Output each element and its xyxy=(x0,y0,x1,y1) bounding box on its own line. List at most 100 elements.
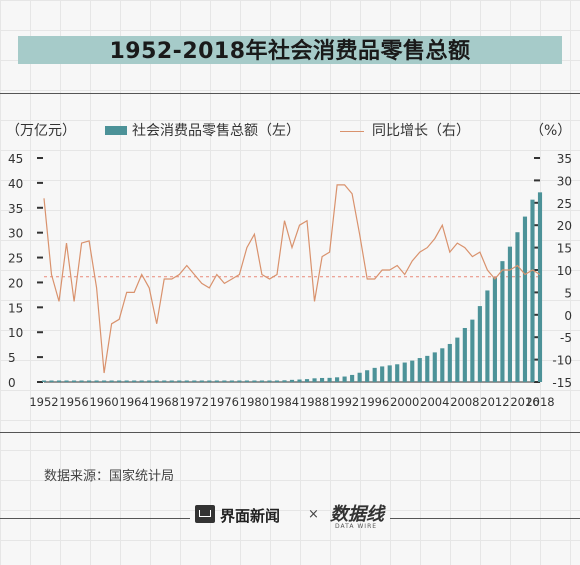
bar xyxy=(462,327,467,382)
x-tick-label: 1972 xyxy=(180,395,209,409)
left-tick-mark xyxy=(37,331,43,334)
bar xyxy=(229,380,234,382)
bar xyxy=(417,358,422,382)
bar xyxy=(244,380,249,382)
footer-rule-left xyxy=(0,518,190,519)
right-tick-label: 0 xyxy=(564,309,572,323)
right-tick-label: 10 xyxy=(557,264,572,278)
x-tick-label: 1960 xyxy=(89,395,118,409)
bar xyxy=(440,348,445,382)
right-tick-label: 35 xyxy=(557,152,572,166)
bar xyxy=(350,374,355,382)
bar xyxy=(49,380,54,382)
right-axis-unit: （%） xyxy=(530,123,572,139)
x-tick-label: 1984 xyxy=(270,395,299,409)
bar xyxy=(71,380,77,382)
bar xyxy=(372,367,377,382)
x-tick-label: 2008 xyxy=(450,395,479,409)
left-tick-mark xyxy=(37,181,43,184)
left-tick-label: 20 xyxy=(8,276,23,290)
right-tick-mark xyxy=(534,291,540,294)
bar xyxy=(41,380,47,382)
right-tick-mark xyxy=(534,179,540,182)
left-tick-label: 25 xyxy=(8,252,23,266)
left-tick-label: 0 xyxy=(8,376,16,390)
bar xyxy=(267,380,272,382)
left-tick-mark xyxy=(37,356,43,359)
bar xyxy=(477,306,482,382)
left-tick-label: 5 xyxy=(8,351,16,365)
x-tick-label: 1992 xyxy=(330,395,359,409)
x-tick-label: 1964 xyxy=(120,395,149,409)
bar xyxy=(207,380,212,382)
bar xyxy=(500,261,505,382)
left-tick-mark xyxy=(37,306,43,309)
bar xyxy=(237,380,242,382)
bar xyxy=(222,380,227,382)
x-tick-label: 2012 xyxy=(480,395,509,409)
bar xyxy=(297,379,302,382)
left-tick-label: 45 xyxy=(8,152,23,166)
growth-line xyxy=(43,184,541,374)
chart-title: 1952-2018年社会消费品零售总额 xyxy=(109,39,471,64)
bar xyxy=(132,380,137,382)
left-tick-mark xyxy=(37,231,43,234)
legend-line-label: 同比增长（右） xyxy=(372,123,470,139)
x-tick-label: 2000 xyxy=(390,395,419,409)
bar xyxy=(402,362,407,382)
left-tick-mark xyxy=(37,281,43,284)
bar xyxy=(304,379,310,382)
left-tick-mark xyxy=(37,157,43,159)
right-tick-mark xyxy=(534,269,540,271)
legend-line-swatch xyxy=(340,131,364,132)
bar xyxy=(470,319,475,382)
bar xyxy=(282,380,287,382)
bar xyxy=(522,216,528,382)
bar xyxy=(289,379,295,382)
bar xyxy=(312,378,317,382)
bar xyxy=(380,366,385,382)
x-tick-label: 1996 xyxy=(360,395,389,409)
bar xyxy=(252,380,257,382)
right-tick-mark xyxy=(534,336,540,339)
x-tick-label: 2004 xyxy=(420,395,449,409)
legend-bar-label: 社会消费品零售总额（左） xyxy=(132,123,300,139)
right-tick-mark xyxy=(534,157,540,159)
bar xyxy=(530,199,535,382)
bar xyxy=(124,380,129,382)
left-tick-label: 30 xyxy=(8,227,23,241)
title-background xyxy=(18,36,562,64)
bar xyxy=(425,355,430,382)
left-tick-label: 35 xyxy=(8,202,23,216)
top-rule xyxy=(0,93,580,94)
bar xyxy=(410,360,415,382)
bar xyxy=(162,380,167,382)
bar xyxy=(147,380,152,382)
right-tick-mark xyxy=(534,358,540,361)
x-tick-label: 1988 xyxy=(300,395,329,409)
right-tick-mark xyxy=(534,201,540,204)
bar xyxy=(102,380,107,382)
left-tick-label: 15 xyxy=(8,301,23,315)
bar xyxy=(154,380,159,382)
x-tick-label: 2018 xyxy=(525,395,554,409)
x-tick-label: 1976 xyxy=(210,395,239,409)
bar xyxy=(485,290,490,382)
bar xyxy=(169,380,174,382)
bar xyxy=(87,380,92,382)
bar xyxy=(79,380,84,382)
bar xyxy=(319,377,325,382)
left-tick-mark xyxy=(37,206,43,209)
bar xyxy=(357,372,362,382)
footer-rule-right xyxy=(390,518,580,519)
bar xyxy=(259,380,265,382)
source-note: 数据来源：国家统计局 xyxy=(44,469,175,484)
right-tick-label: -10 xyxy=(552,354,572,368)
bar xyxy=(139,380,144,382)
right-tick-label: 30 xyxy=(557,174,572,188)
x-tick-label: 2016 xyxy=(510,395,539,409)
bar xyxy=(395,364,400,382)
bar xyxy=(56,380,62,382)
jiemian-logo-icon xyxy=(195,505,215,523)
